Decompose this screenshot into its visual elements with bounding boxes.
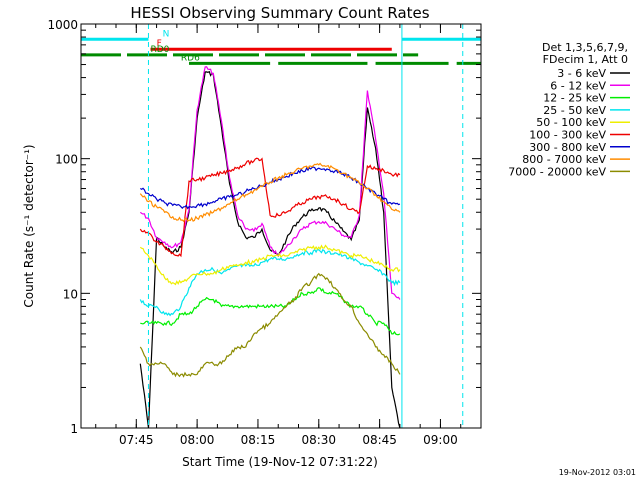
- y-axis-label: Count Rate (s⁻¹ detector⁻¹): [22, 144, 36, 307]
- x-axis-label: Start Time (19-Nov-12 07:31:22): [182, 455, 378, 469]
- series-line-3: [139, 248, 401, 317]
- chart-title: HESSI Observing Summary Count Rates: [130, 4, 429, 22]
- legend-label-4: 50 - 100 keV: [536, 116, 606, 129]
- series-line-2: [140, 287, 401, 336]
- legend-label-6: 300 - 800 keV: [529, 141, 606, 154]
- attenuator-lines: [80, 24, 464, 428]
- y-tick-label-3: 1000: [47, 18, 78, 32]
- flag-label-3: RD6: [181, 53, 200, 63]
- plot-frame: [80, 23, 482, 429]
- y-tick-label-0: 1: [70, 422, 78, 436]
- footer-date: 19-Nov-2012 03:01: [559, 468, 636, 477]
- y-tick-label-1: 10: [63, 287, 78, 301]
- flag-label-2: RD0: [150, 45, 169, 55]
- x-tick-label-1: 08:00: [180, 433, 215, 447]
- legend: Det 1,3,5,6,7,9,FDecim 1, Att 03 - 6 keV…: [508, 41, 630, 178]
- legend-label-5: 100 - 300 keV: [529, 129, 606, 142]
- x-tick-label-0: 07:45: [119, 433, 154, 447]
- legend-header-1: FDecim 1, Att 0: [543, 53, 628, 66]
- legend-label-0: 3 - 6 keV: [557, 67, 606, 80]
- y-tick-label-2: 100: [55, 153, 78, 167]
- x-tick-label-3: 08:30: [301, 433, 336, 447]
- series-lines: [139, 66, 401, 429]
- series-line-5: [139, 157, 401, 258]
- legend-label-3: 25 - 50 keV: [543, 104, 606, 117]
- series-line-7: [139, 162, 401, 223]
- series-line-8: [139, 272, 401, 378]
- x-tick-label-5: 09:00: [423, 433, 458, 447]
- series-line-0: [139, 70, 401, 429]
- flag-label-1: F: [157, 39, 162, 49]
- axis-ticks: 1 10 100 1000 07:45 08:00 08:15 08:30 08:45 09:00: [47, 18, 482, 447]
- flag-label-0: N: [163, 29, 170, 39]
- legend-header-0: Det 1,3,5,6,7,9,: [542, 41, 628, 54]
- legend-label-7: 800 - 7000 keV: [522, 153, 606, 166]
- legend-label-1: 6 - 12 keV: [550, 79, 606, 92]
- series-line-4: [139, 244, 401, 286]
- x-tick-label-2: 08:15: [241, 433, 276, 447]
- legend-label-8: 7000 - 20000 keV: [508, 165, 606, 178]
- legend-label-2: 12 - 25 keV: [543, 92, 606, 105]
- x-tick-label-4: 08:45: [362, 433, 397, 447]
